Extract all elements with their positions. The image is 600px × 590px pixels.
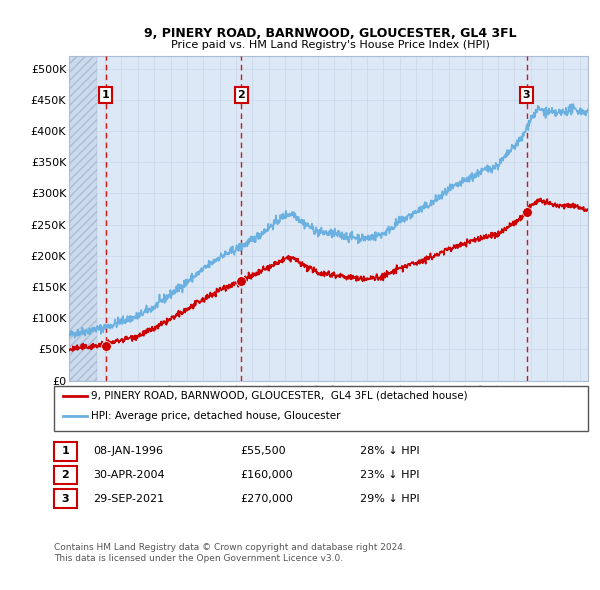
Text: £160,000: £160,000 <box>240 470 293 480</box>
Text: 3: 3 <box>523 90 530 100</box>
Bar <box>69 56 97 381</box>
Text: HPI: Average price, detached house, Gloucester: HPI: Average price, detached house, Glou… <box>91 411 341 421</box>
Text: 3: 3 <box>62 494 69 503</box>
Text: 1: 1 <box>62 447 69 456</box>
Text: 9, PINERY ROAD, BARNWOOD, GLOUCESTER, GL4 3FL: 9, PINERY ROAD, BARNWOOD, GLOUCESTER, GL… <box>143 27 517 40</box>
Text: Price paid vs. HM Land Registry's House Price Index (HPI): Price paid vs. HM Land Registry's House … <box>170 40 490 50</box>
Text: 9, PINERY ROAD, BARNWOOD, GLOUCESTER,  GL4 3FL (detached house): 9, PINERY ROAD, BARNWOOD, GLOUCESTER, GL… <box>91 391 468 401</box>
Text: 23% ↓ HPI: 23% ↓ HPI <box>360 470 419 480</box>
Text: 28% ↓ HPI: 28% ↓ HPI <box>360 447 419 456</box>
Text: 29% ↓ HPI: 29% ↓ HPI <box>360 494 419 503</box>
Text: 2: 2 <box>238 90 245 100</box>
Bar <box>69 56 97 381</box>
Text: Contains HM Land Registry data © Crown copyright and database right 2024.: Contains HM Land Registry data © Crown c… <box>54 543 406 552</box>
Text: 30-APR-2004: 30-APR-2004 <box>93 470 164 480</box>
Text: £270,000: £270,000 <box>240 494 293 503</box>
Text: This data is licensed under the Open Government Licence v3.0.: This data is licensed under the Open Gov… <box>54 555 343 563</box>
Text: 1: 1 <box>101 90 109 100</box>
Text: 29-SEP-2021: 29-SEP-2021 <box>93 494 164 503</box>
Text: 2: 2 <box>62 470 69 480</box>
Text: £55,500: £55,500 <box>240 447 286 456</box>
Text: 08-JAN-1996: 08-JAN-1996 <box>93 447 163 456</box>
